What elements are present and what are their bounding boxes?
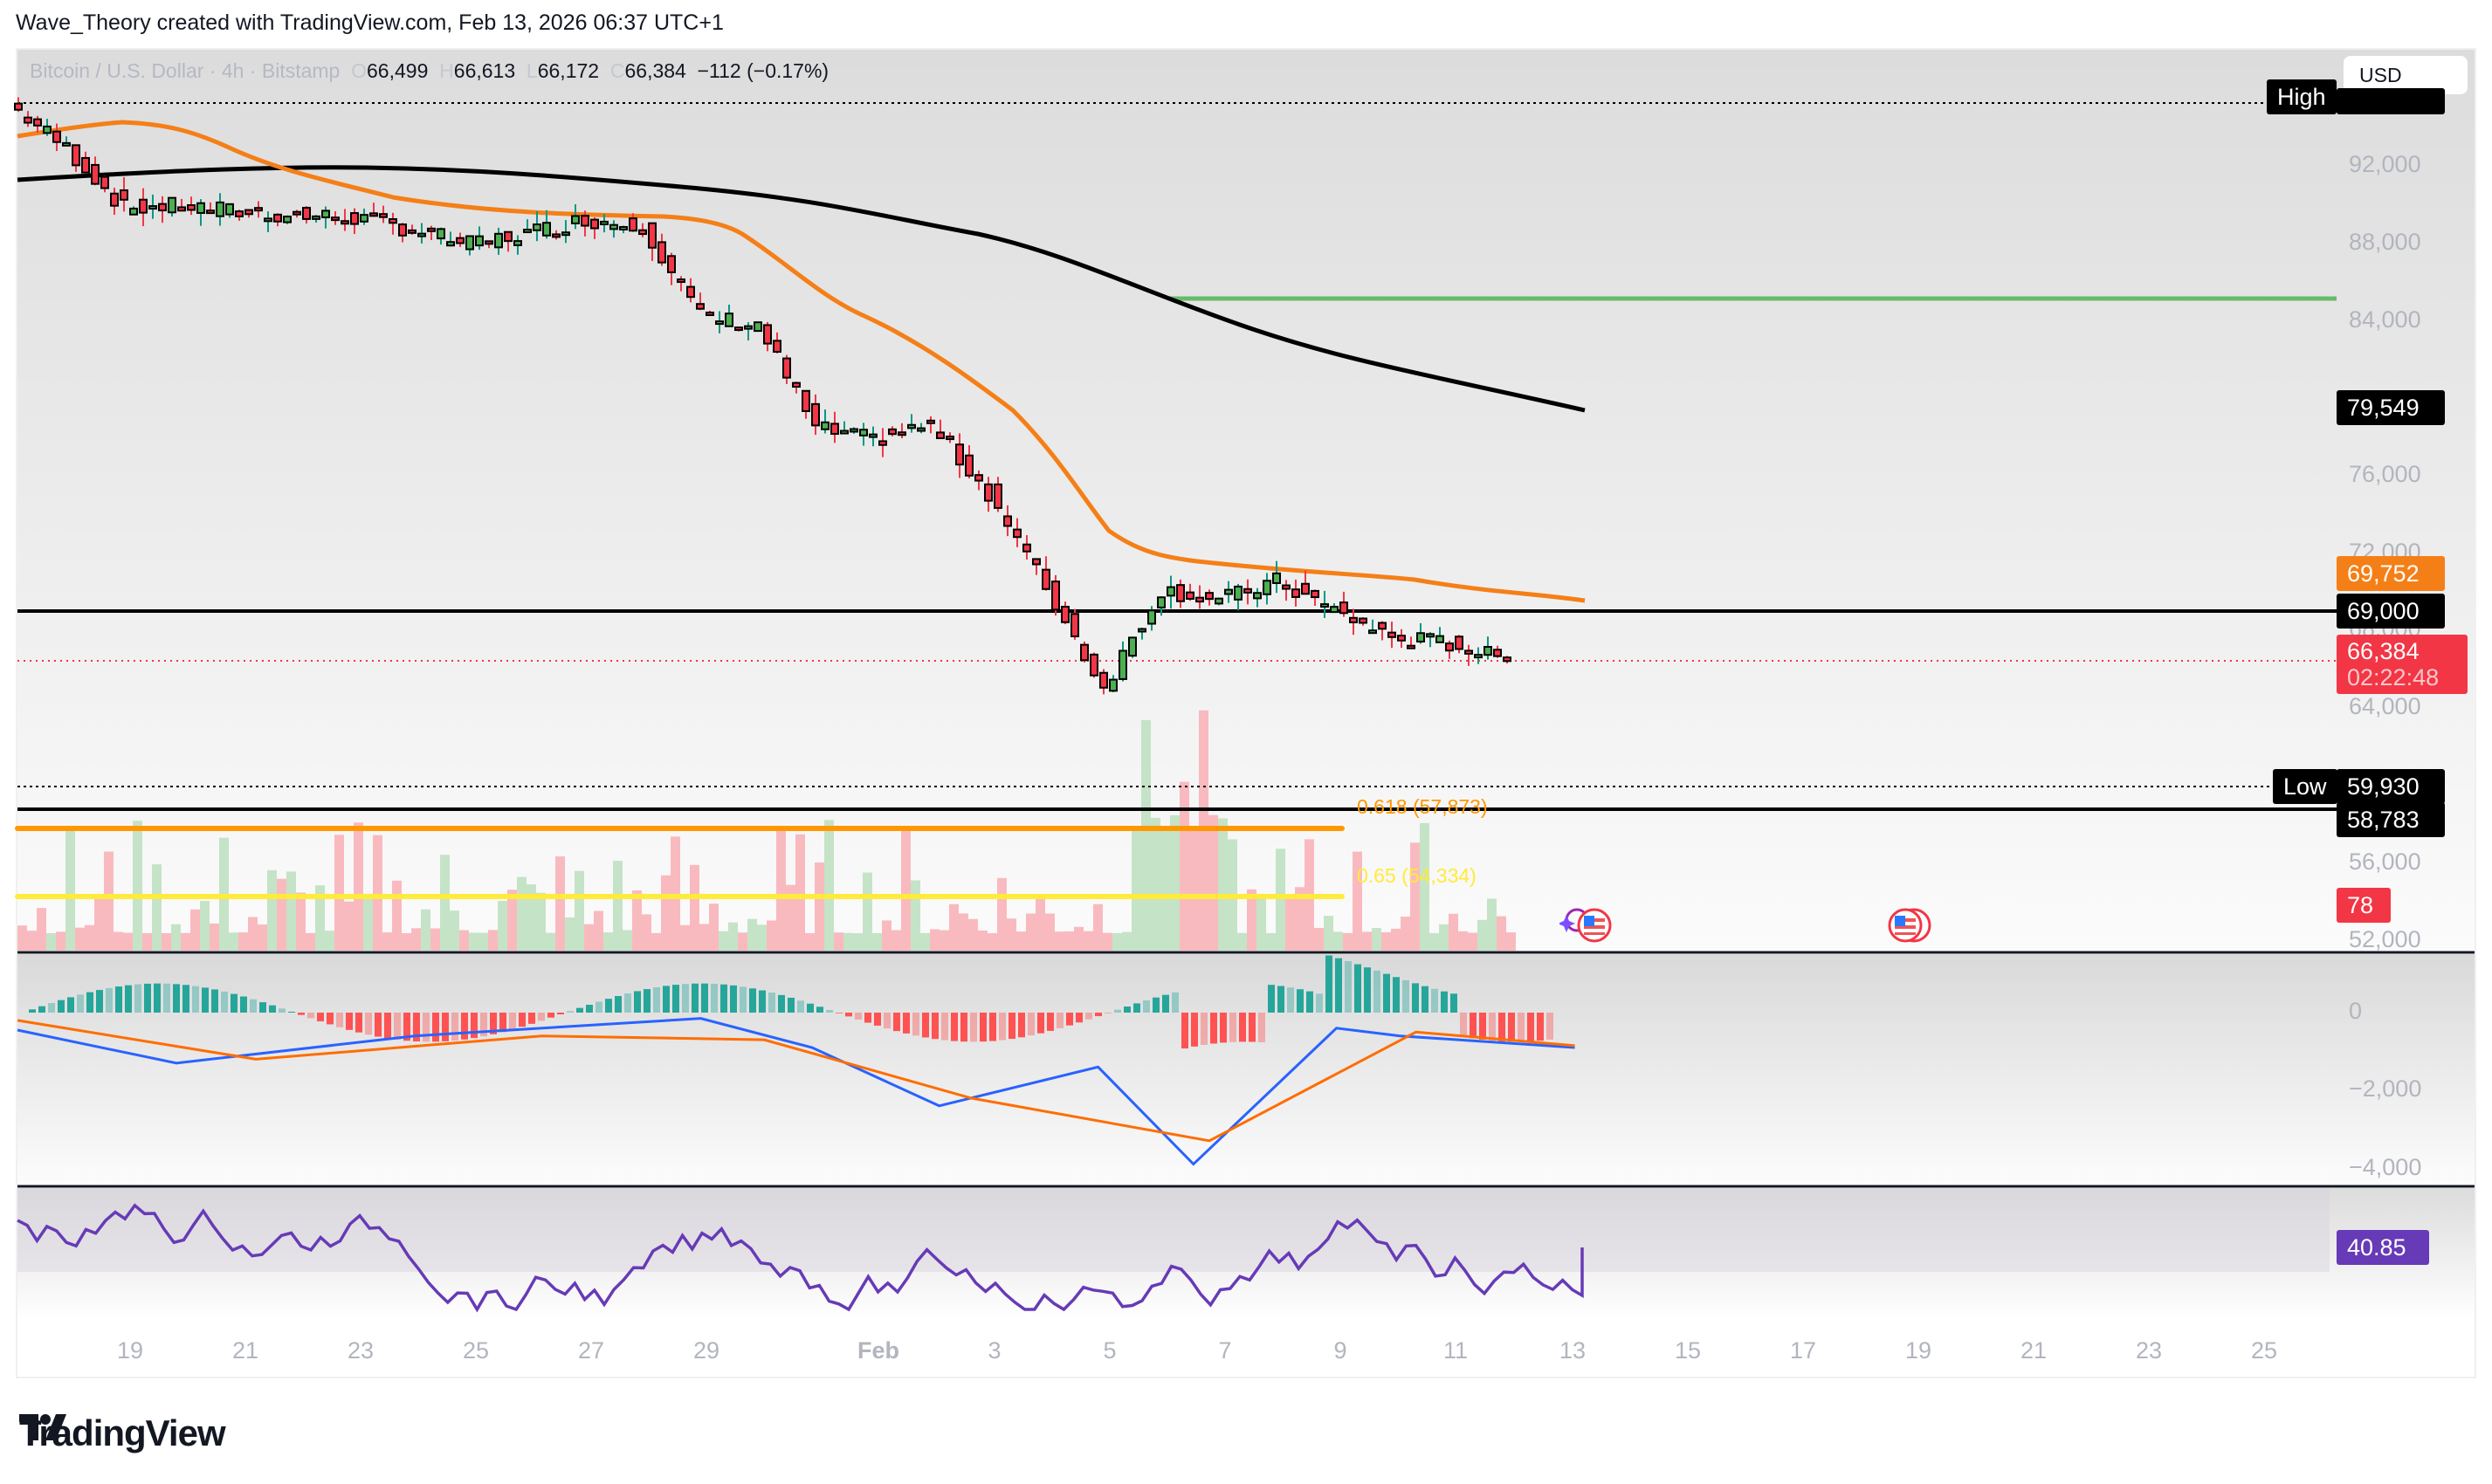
high-value: 66,613 xyxy=(453,59,516,82)
price-tick: 76,000 xyxy=(2349,461,2421,487)
date-tick: 27 xyxy=(577,1337,605,1364)
change-value: −112 (−0.17%) xyxy=(697,59,830,82)
support-58783-tag: 58,783 xyxy=(2337,802,2445,837)
bar-countdown: 02:22:48 xyxy=(2347,664,2440,690)
date-tick: 21 xyxy=(2020,1337,2048,1364)
date-tick: 29 xyxy=(692,1337,720,1364)
date-tick: 23 xyxy=(2135,1337,2163,1364)
ema50-tag: 69,752 xyxy=(2337,556,2445,591)
macd-tick-minus-2000: −2,000 xyxy=(2349,1075,2422,1102)
date-tick: 9 xyxy=(1333,1337,1347,1364)
sparkle-event-icon[interactable] xyxy=(1559,908,1586,934)
fib-65-label: 0.65 (54,334) xyxy=(1357,864,1477,887)
candles xyxy=(14,97,1511,695)
last-price: 66,384 xyxy=(2347,638,2420,664)
close-value: 66,384 xyxy=(624,59,686,82)
high-marker-label: High xyxy=(2267,79,2337,114)
rsi-value-tag: 40.85 xyxy=(2337,1230,2429,1265)
macd-indicator xyxy=(17,955,1575,1166)
main-pane xyxy=(17,50,2475,951)
date-tick: 23 xyxy=(347,1337,375,1364)
date-tick: 17 xyxy=(1789,1337,1817,1364)
fib-618-label: 0.618 (57,873) xyxy=(1357,795,1488,818)
rsi-pane xyxy=(17,1188,2475,1319)
rsi-band xyxy=(17,1188,2330,1272)
ema50-line xyxy=(17,120,1586,603)
ema200-line xyxy=(17,165,1586,413)
level-69000-tag: 69,000 xyxy=(2337,594,2445,629)
symbol-legend: Bitcoin / U.S. Dollar · 4h · Bitstamp O6… xyxy=(30,59,830,82)
date-tick: 3 xyxy=(988,1337,1002,1364)
date-tick: 19 xyxy=(1904,1337,1932,1364)
rsi-indicator xyxy=(17,1203,1584,1313)
date-tick: 7 xyxy=(1218,1337,1232,1364)
date-tick: 21 xyxy=(231,1337,259,1364)
macd-line xyxy=(17,1017,1575,1166)
macd-pane xyxy=(17,954,2475,1185)
date-tick: Feb xyxy=(857,1337,900,1364)
open-value: 66,499 xyxy=(367,59,429,82)
price-tick: 88,000 xyxy=(2349,229,2421,255)
date-tick: 13 xyxy=(1559,1337,1587,1364)
volume-tag: 78 xyxy=(2337,888,2391,923)
date-tick: 19 xyxy=(116,1337,144,1364)
tradingview-logo-icon xyxy=(19,1414,66,1440)
macd-tick-0: 0 xyxy=(2349,998,2363,1024)
price-tick: 84,000 xyxy=(2349,306,2421,333)
date-tick: 25 xyxy=(462,1337,490,1364)
chart-header: Wave_Theory created with TradingView.com… xyxy=(16,10,724,35)
date-tick: 5 xyxy=(1103,1337,1117,1364)
price-tick: 52,000 xyxy=(2349,926,2421,952)
low-marker-label: Low xyxy=(2273,769,2337,804)
last-price-tag: 66,384 02:22:48 xyxy=(2337,635,2468,694)
date-tick: 11 xyxy=(1442,1337,1469,1364)
tradingview-logo: TradingView xyxy=(19,1412,226,1453)
currency-button[interactable]: USD xyxy=(2344,56,2468,94)
rsi-line xyxy=(17,1203,1584,1313)
high-price-tag xyxy=(2337,88,2445,114)
symbol-name: Bitcoin / U.S. Dollar · 4h · Bitstamp xyxy=(30,59,341,82)
volume-area xyxy=(17,710,1516,951)
price-tick: 64,000 xyxy=(2349,693,2421,719)
price-tick: 56,000 xyxy=(2349,848,2421,875)
date-tick: 15 xyxy=(1674,1337,1702,1364)
signal-line xyxy=(17,1019,1575,1143)
ema200-tag: 79,549 xyxy=(2337,390,2445,425)
macd-tick-minus-4000: −4,000 xyxy=(2349,1154,2422,1180)
price-tick: 92,000 xyxy=(2349,151,2421,177)
low-value: 66,172 xyxy=(537,59,600,82)
date-tick: 25 xyxy=(2250,1337,2278,1364)
low-price-tag: 59,930 xyxy=(2337,769,2445,804)
